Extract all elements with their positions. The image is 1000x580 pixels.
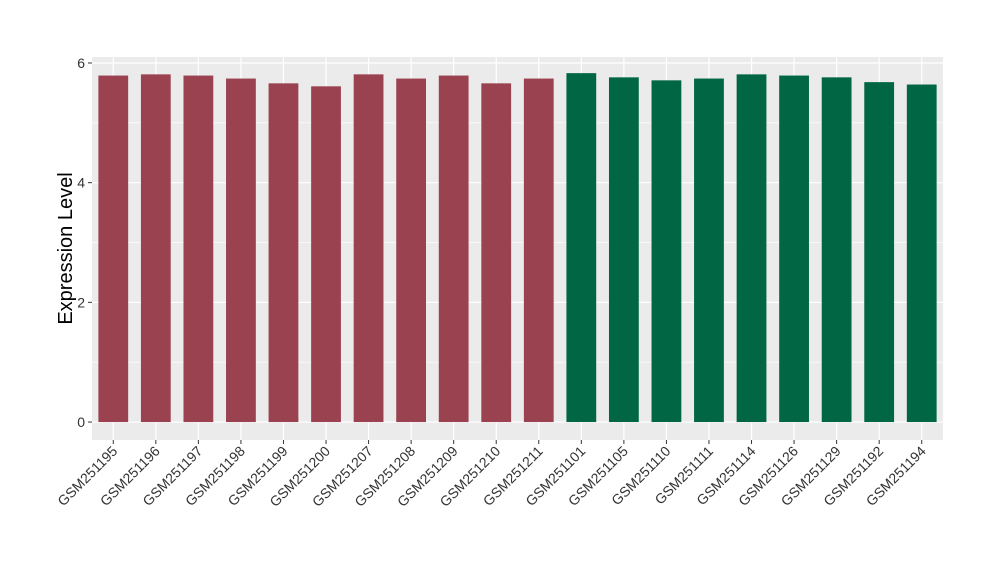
bar-GSM251194	[906, 84, 937, 423]
bar-GSM251111	[694, 78, 724, 423]
y-tick-label: 6	[77, 55, 85, 71]
bar-GSM251126	[779, 75, 809, 423]
bar-GSM251199	[268, 83, 299, 423]
y-tick-label: 2	[77, 294, 85, 310]
bar-GSM251198	[226, 78, 256, 423]
bar-GSM251101	[566, 73, 597, 423]
bar-GSM251209	[438, 75, 469, 423]
y-axis-title: Expression Level	[55, 172, 77, 324]
bar-GSM251129	[821, 77, 852, 423]
bar-GSM251105	[608, 77, 639, 423]
bar-GSM251200	[311, 86, 341, 423]
bar-GSM251207	[353, 74, 384, 423]
y-axis: 0 2 4 6	[77, 55, 92, 430]
x-axis: GSM251195GSM251196GSM251197GSM251198GSM2…	[54, 440, 929, 510]
bar-GSM251196	[140, 74, 171, 423]
bar-GSM251197	[183, 75, 214, 423]
bar-GSM251195	[98, 75, 129, 423]
bar-GSM251192	[864, 82, 895, 423]
y-tick-label: 0	[77, 414, 85, 430]
bar-GSM251210	[481, 83, 512, 423]
y-tick-label: 4	[77, 175, 85, 191]
plot-panel	[92, 57, 943, 440]
bar-GSM251208	[396, 78, 427, 423]
bar-GSM251110	[651, 80, 682, 423]
bars	[98, 73, 937, 423]
bar-GSM251211	[523, 78, 554, 423]
bar-GSM251114	[736, 74, 767, 423]
